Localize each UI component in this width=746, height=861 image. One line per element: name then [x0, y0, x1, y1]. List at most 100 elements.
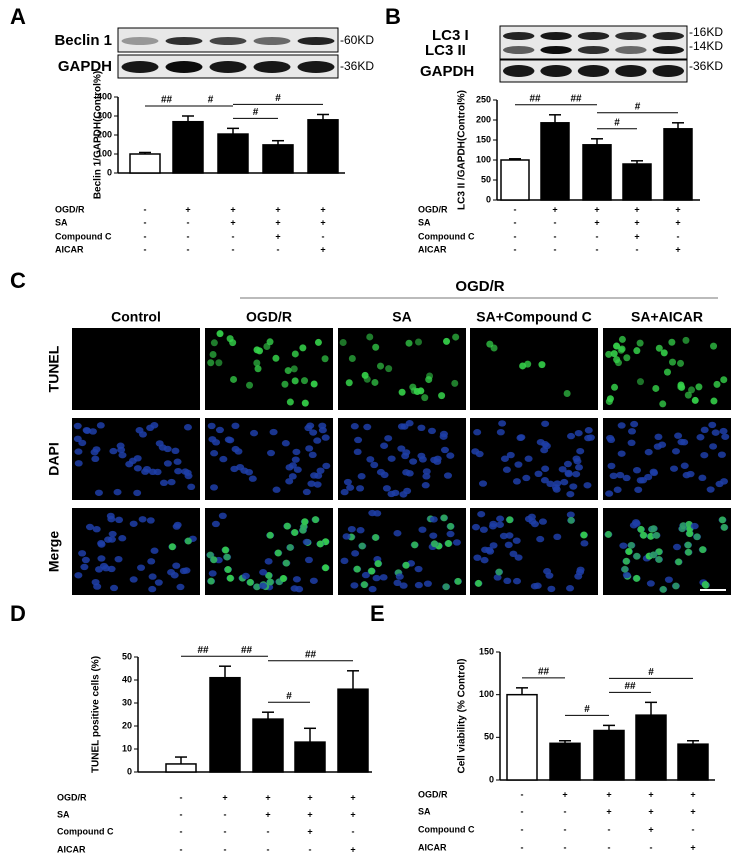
- nucleus: [292, 448, 301, 456]
- y-tick-label: 100: [476, 154, 491, 164]
- y-tick-label: 100: [97, 148, 112, 158]
- nucleus: [110, 584, 119, 592]
- tunel-cell: [653, 531, 661, 539]
- tunel-cell: [266, 578, 274, 586]
- bar: [262, 144, 294, 174]
- condition-label: AICAR: [418, 842, 447, 852]
- nucleus: [536, 535, 545, 543]
- tunel-cell: [210, 556, 218, 564]
- condition-mark: -: [521, 806, 524, 816]
- condition-mark: -: [267, 844, 270, 854]
- tunel-cell: [360, 581, 368, 589]
- nucleus: [543, 568, 552, 575]
- error-bar: [549, 114, 561, 123]
- error-bar: [317, 113, 329, 120]
- nucleus: [208, 436, 217, 443]
- tunel-cell: [372, 343, 380, 351]
- nucleus: [302, 488, 311, 496]
- nucleus: [541, 465, 550, 472]
- condition-mark: +: [675, 244, 680, 254]
- nucleus: [104, 536, 113, 543]
- condition-mark: -: [267, 826, 270, 836]
- tunel-cell: [314, 338, 322, 346]
- nucleus: [305, 445, 314, 452]
- tunel-cell: [625, 548, 633, 556]
- tunel-cell: [385, 365, 393, 373]
- tunel-cell: [720, 523, 728, 531]
- condition-mark: -: [144, 231, 147, 241]
- significance-label: #: [253, 107, 259, 118]
- condition-mark: +: [230, 217, 235, 227]
- nucleus: [393, 530, 402, 537]
- nucleus: [244, 468, 253, 476]
- significance-label: #: [648, 667, 654, 678]
- condition-mark: +: [320, 204, 325, 214]
- tunel-cell: [538, 361, 546, 369]
- micrograph: [338, 508, 466, 595]
- nucleus: [471, 448, 480, 455]
- nucleus: [91, 578, 100, 586]
- error-bar: [219, 665, 231, 678]
- nucleus: [259, 569, 268, 576]
- nucleus: [340, 557, 349, 565]
- nucleus: [423, 580, 432, 587]
- y-axis-label: Cell viability (% Control): [457, 658, 468, 773]
- condition-mark: +: [648, 789, 653, 799]
- nucleus: [218, 512, 227, 520]
- nucleus: [514, 554, 523, 561]
- nucleus: [671, 448, 680, 455]
- nucleus: [607, 436, 616, 444]
- y-tick-label: 150: [479, 646, 494, 656]
- nucleus: [473, 554, 482, 561]
- nucleus: [512, 537, 521, 544]
- tunel-cell: [444, 539, 452, 547]
- nucleus: [74, 572, 83, 579]
- tunel-cell: [605, 398, 613, 406]
- error-bar: [645, 701, 657, 716]
- tunel-cell: [451, 379, 459, 387]
- tunel-cell: [718, 516, 726, 524]
- blot-label: LC3 I: [432, 27, 469, 44]
- nucleus: [496, 515, 505, 522]
- nucleus: [108, 530, 117, 538]
- tunel-cell: [266, 531, 274, 539]
- nucleus: [363, 423, 372, 431]
- nucleus: [720, 478, 729, 485]
- tunel-cell: [659, 400, 667, 408]
- blot-label: GAPDH: [58, 58, 112, 75]
- nucleus: [630, 420, 639, 428]
- condition-mark: +: [350, 844, 355, 854]
- condition-mark: +: [350, 809, 355, 819]
- nucleus: [138, 516, 147, 523]
- band: [577, 46, 610, 54]
- tunel-cell: [567, 516, 575, 524]
- tunel-cell: [647, 532, 655, 540]
- nucleus: [322, 462, 331, 470]
- nucleus: [607, 462, 616, 470]
- nucleus: [560, 478, 569, 486]
- nucleus: [721, 433, 730, 440]
- tunel-cell: [215, 359, 223, 367]
- nucleus: [575, 464, 584, 471]
- nucleus: [135, 427, 144, 434]
- condition-label: AICAR: [55, 244, 84, 254]
- bar: [209, 676, 241, 773]
- nucleus: [129, 520, 138, 527]
- bar: [549, 742, 581, 781]
- condition-mark: +: [320, 217, 325, 227]
- nucleus: [513, 577, 522, 585]
- nucleus: [617, 450, 626, 457]
- nucleus: [605, 490, 614, 497]
- tunel-cell: [216, 330, 224, 338]
- tunel-cell: [230, 375, 238, 383]
- nucleus: [133, 465, 142, 472]
- tunel-cell: [310, 380, 318, 388]
- nucleus: [310, 472, 319, 479]
- tunel-cell: [693, 533, 701, 541]
- nucleus: [307, 480, 316, 487]
- band: [209, 61, 247, 73]
- condition-label: OGD/R: [55, 204, 85, 214]
- condition-mark: -: [636, 244, 639, 254]
- band: [540, 65, 572, 77]
- error-bar: [687, 739, 699, 745]
